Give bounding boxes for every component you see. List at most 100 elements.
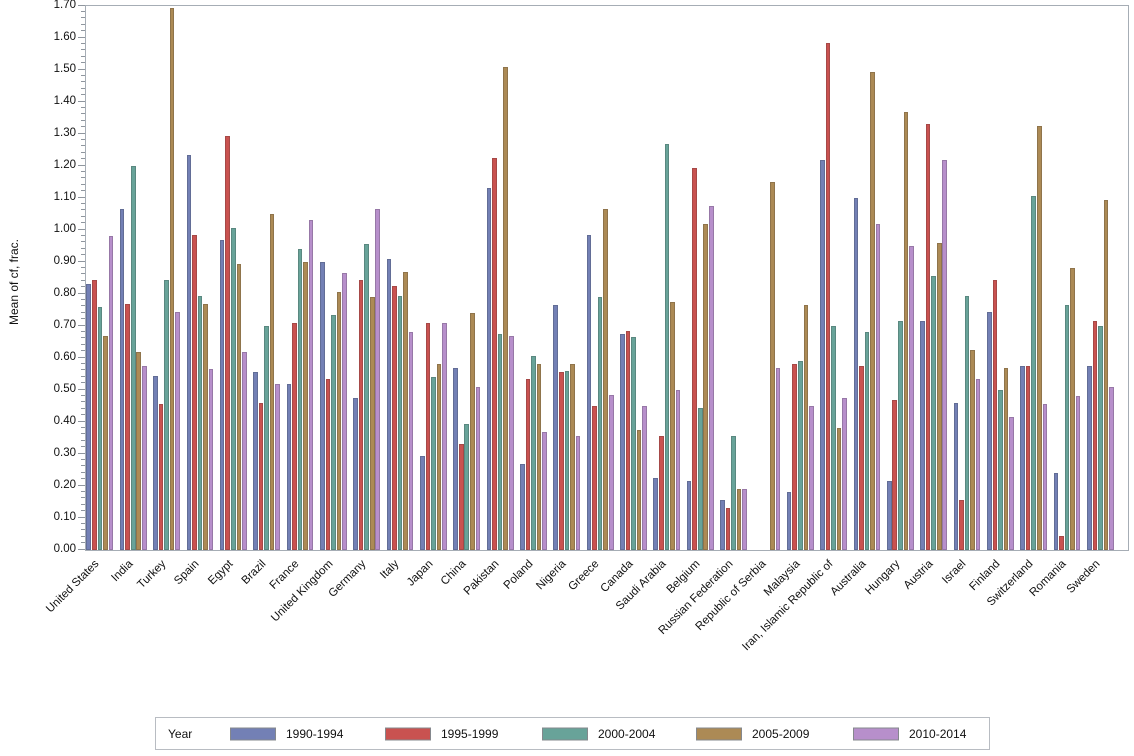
bar	[520, 463, 525, 550]
bar	[1092, 321, 1098, 550]
bar	[508, 335, 514, 550]
bar	[325, 378, 331, 550]
y-minor-tick	[81, 407, 85, 409]
bar	[803, 305, 809, 550]
bar	[1070, 268, 1075, 550]
y-tick	[78, 548, 85, 550]
bar	[386, 258, 392, 550]
bar	[953, 402, 959, 550]
bar	[1064, 305, 1070, 550]
bar	[1103, 199, 1109, 550]
y-minor-tick	[81, 522, 85, 524]
bar	[486, 188, 492, 550]
y-minor-tick	[81, 55, 85, 57]
y-minor-tick	[81, 529, 85, 531]
y-tick	[78, 516, 85, 518]
y-minor-tick	[81, 318, 85, 320]
y-minor-tick	[81, 145, 85, 147]
bar	[725, 508, 731, 550]
bar	[592, 406, 597, 550]
bar	[898, 321, 903, 550]
y-minor-tick	[81, 465, 85, 467]
y-minor-tick	[81, 17, 85, 19]
bar	[653, 478, 659, 550]
bar	[770, 182, 775, 550]
bar	[620, 334, 625, 550]
bar	[153, 375, 158, 550]
bar	[1009, 417, 1014, 550]
y-minor-tick	[81, 350, 85, 352]
bar	[503, 66, 508, 550]
y-minor-tick	[81, 362, 85, 364]
bar	[731, 436, 736, 550]
y-tick	[78, 452, 85, 454]
bar	[597, 297, 603, 550]
bar	[1053, 473, 1059, 550]
y-minor-tick	[81, 497, 85, 499]
bar	[358, 279, 364, 550]
bar	[464, 423, 470, 550]
bar	[608, 394, 614, 550]
bar	[158, 404, 164, 550]
bar	[269, 214, 275, 550]
y-minor-tick	[81, 49, 85, 51]
y-minor-tick	[81, 74, 85, 76]
bar	[436, 364, 442, 550]
bar	[931, 276, 936, 550]
bar	[536, 364, 542, 550]
y-minor-tick	[81, 183, 85, 185]
y-minor-tick	[81, 279, 85, 281]
y-minor-tick	[81, 106, 85, 108]
bar	[331, 314, 336, 550]
bar	[408, 332, 414, 550]
y-minor-tick	[81, 478, 85, 480]
y-tick	[78, 36, 85, 38]
bar	[820, 159, 825, 550]
bar	[230, 228, 236, 550]
plot-area	[85, 5, 1129, 551]
bar	[286, 383, 292, 550]
bar	[964, 295, 970, 550]
bar	[742, 489, 747, 550]
legend-label: 2010-2014	[909, 726, 967, 741]
bar	[242, 351, 247, 550]
bar	[553, 305, 559, 550]
bar	[442, 322, 447, 550]
bar	[236, 263, 242, 550]
bar	[986, 311, 992, 550]
y-minor-tick	[81, 337, 85, 339]
bar	[892, 399, 898, 550]
y-minor-tick	[81, 170, 85, 172]
y-tick-label: 1.40	[53, 95, 76, 107]
y-minor-tick	[81, 414, 85, 416]
bar	[703, 223, 709, 550]
y-minor-tick	[81, 286, 85, 288]
y-tick	[78, 196, 85, 198]
bar	[292, 322, 297, 550]
bar	[130, 166, 136, 550]
y-minor-tick	[81, 503, 85, 505]
y-tick	[78, 132, 85, 134]
bar	[564, 370, 570, 550]
y-minor-tick	[81, 215, 85, 217]
bar	[636, 430, 642, 550]
bar	[1042, 404, 1048, 550]
bar	[925, 124, 931, 550]
y-minor-tick	[81, 394, 85, 396]
bar	[1087, 366, 1092, 550]
bar	[625, 330, 631, 550]
bar	[936, 242, 942, 550]
bar	[970, 350, 975, 550]
legend-title: Year	[168, 726, 193, 741]
y-tick-label: 0.20	[53, 479, 76, 491]
bar	[809, 406, 814, 550]
bar	[642, 406, 647, 550]
bar	[86, 284, 92, 550]
bar	[119, 209, 125, 550]
y-tick-label: 0.50	[53, 383, 76, 395]
bar	[903, 111, 909, 550]
y-tick	[78, 484, 85, 486]
bar	[397, 295, 403, 550]
bar	[570, 364, 575, 550]
